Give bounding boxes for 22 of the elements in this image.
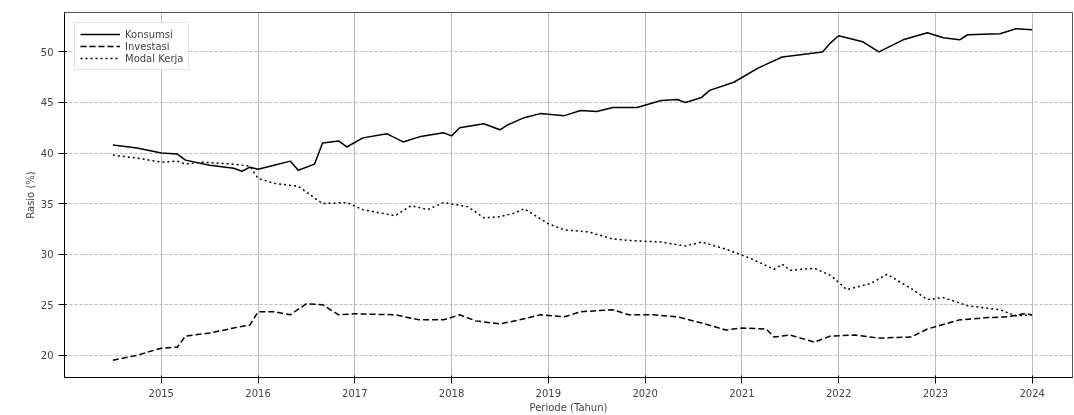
x-tick-label: 2018 — [438, 387, 465, 399]
x-tick-label: 2016 — [245, 387, 271, 399]
x-tick-label: 2022 — [825, 387, 852, 399]
x-tick-label: 2024 — [1019, 387, 1045, 399]
x-axis-title: Periode (Tahun) — [529, 401, 608, 413]
legend-label: Konsumsi — [125, 28, 173, 40]
y-tick-label: 45 — [40, 97, 54, 109]
x-tick-label: 2020 — [632, 387, 658, 399]
y-tick-label: 35 — [40, 198, 54, 210]
legend-label: Modal Kerja — [125, 52, 184, 64]
y-tick-label: 50 — [40, 46, 54, 58]
y-tick-label: 40 — [40, 148, 54, 160]
x-tick-label: 2019 — [535, 387, 562, 399]
x-tick-label: 2021 — [729, 387, 755, 399]
x-tick-label: 2015 — [148, 387, 174, 399]
y-tick-label: 30 — [40, 249, 54, 261]
x-tick-label: 2017 — [342, 387, 368, 399]
legend-label: Investasi — [125, 40, 170, 52]
x-tick-label: 2023 — [922, 387, 949, 399]
y-tick-label: 20 — [40, 350, 54, 362]
y-axis-title: Rasio (%) — [24, 171, 36, 219]
y-tick-label: 25 — [40, 299, 54, 311]
